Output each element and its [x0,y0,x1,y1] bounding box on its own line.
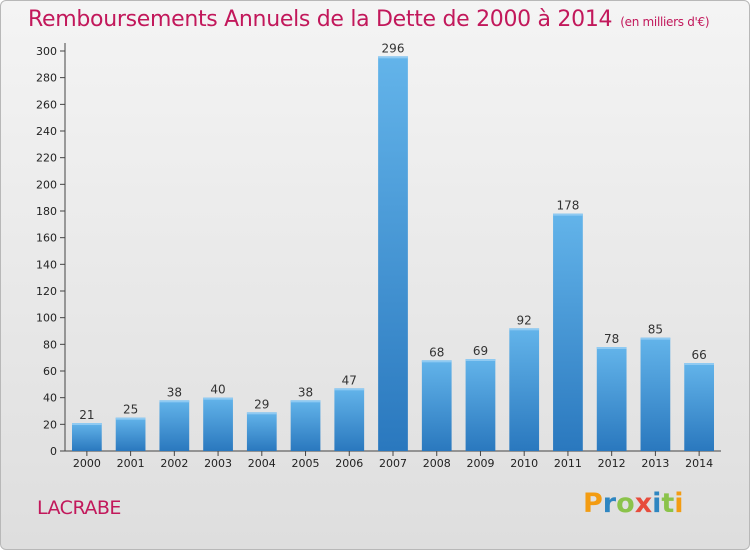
x-tick-label: 2013 [641,457,669,470]
y-tick-label: 120 [36,285,57,298]
bar-value-label: 25 [123,403,138,417]
logo-letter: r [602,488,617,519]
town-name: LACRABE [37,497,121,519]
bar-top-highlight [378,56,408,59]
bar-value-label: 29 [254,397,269,411]
bar-value-label: 85 [648,323,663,337]
logo-letter: P [583,488,603,519]
y-tick-label: 60 [43,365,57,378]
bar-value-label: 38 [298,385,313,399]
x-tick-label: 2003 [204,457,232,470]
chart-subtitle: (en milliers d'€) [620,15,710,29]
bar-top-highlight [334,388,365,391]
x-tick-label: 2010 [510,457,538,470]
x-tick-label: 2009 [466,457,494,470]
y-tick-label: 200 [36,178,57,191]
bar [246,412,277,451]
logo-letter: x [634,488,653,519]
bar [421,360,452,451]
logo-letter: t [661,488,675,519]
x-tick-label: 2011 [554,457,582,470]
chart-title: Remboursements Annuels de la Dette de 20… [28,7,710,32]
bar-value-label: 296 [382,41,405,55]
bar-value-label: 66 [691,348,706,362]
bar-top-highlight [246,412,277,415]
chart-title-text: Remboursements Annuels de la Dette de 20… [28,7,613,32]
y-tick-label: 220 [36,152,57,165]
bar [115,417,146,451]
bar-value-label: 21 [79,408,94,422]
y-tick-label: 20 [43,418,57,431]
y-tick-label: 40 [43,392,57,405]
bar-top-highlight [203,397,233,400]
y-tick-label: 0 [50,445,57,458]
bar-top-highlight [596,347,627,349]
bar-value-label: 92 [517,313,532,327]
y-tick-label: 160 [36,232,57,245]
bar [553,213,583,451]
y-tick-label: 280 [36,72,57,85]
bar-top-highlight [421,360,452,363]
bar [159,400,190,451]
bar-value-label: 47 [342,373,357,387]
logo-letter: i [652,488,662,519]
bar [334,388,365,451]
bar-value-label: 38 [167,385,182,399]
bar [465,359,496,451]
y-tick-label: 80 [43,338,57,351]
bar [596,347,627,451]
bar [684,363,715,451]
bar-value-label: 178 [556,199,579,213]
y-tick-label: 240 [36,125,57,138]
x-tick-label: 2004 [248,457,276,470]
bar-top-highlight [115,417,146,420]
bar-value-label: 40 [210,383,225,397]
x-tick-label: 2008 [423,457,451,470]
bar [378,56,408,451]
bar-top-highlight [684,363,715,365]
x-tick-label: 2012 [598,457,626,470]
y-tick-label: 260 [36,98,57,111]
bar [203,397,233,451]
x-tick-label: 2001 [117,457,145,470]
bar-value-label: 69 [473,344,488,358]
y-tick-label: 300 [36,45,57,58]
x-tick-label: 2005 [292,457,320,470]
bar [509,328,540,451]
bar-top-highlight [290,400,321,403]
y-tick-label: 100 [36,312,57,325]
y-tick-label: 180 [36,205,57,218]
proxiti-logo: Proxiti [583,488,684,519]
y-tick-label: 140 [36,258,57,271]
bar [290,400,321,451]
bar-top-highlight [71,423,102,425]
x-tick-label: 2002 [160,457,188,470]
x-tick-label: 2006 [335,457,363,470]
bar-value-label: 68 [429,345,444,359]
bar [640,337,671,451]
bar-top-highlight [509,328,540,331]
x-tick-label: 2007 [379,457,407,470]
x-tick-label: 2014 [685,457,713,470]
bar-value-label: 78 [604,332,619,346]
bar-top-highlight [553,213,583,216]
bar-top-highlight [640,337,671,340]
logo-letter: i [674,488,684,519]
x-tick-label: 2000 [73,457,101,470]
bar-top-highlight [159,400,190,403]
bar-top-highlight [465,359,496,361]
bar [71,423,102,451]
logo-letter: o [616,488,635,519]
